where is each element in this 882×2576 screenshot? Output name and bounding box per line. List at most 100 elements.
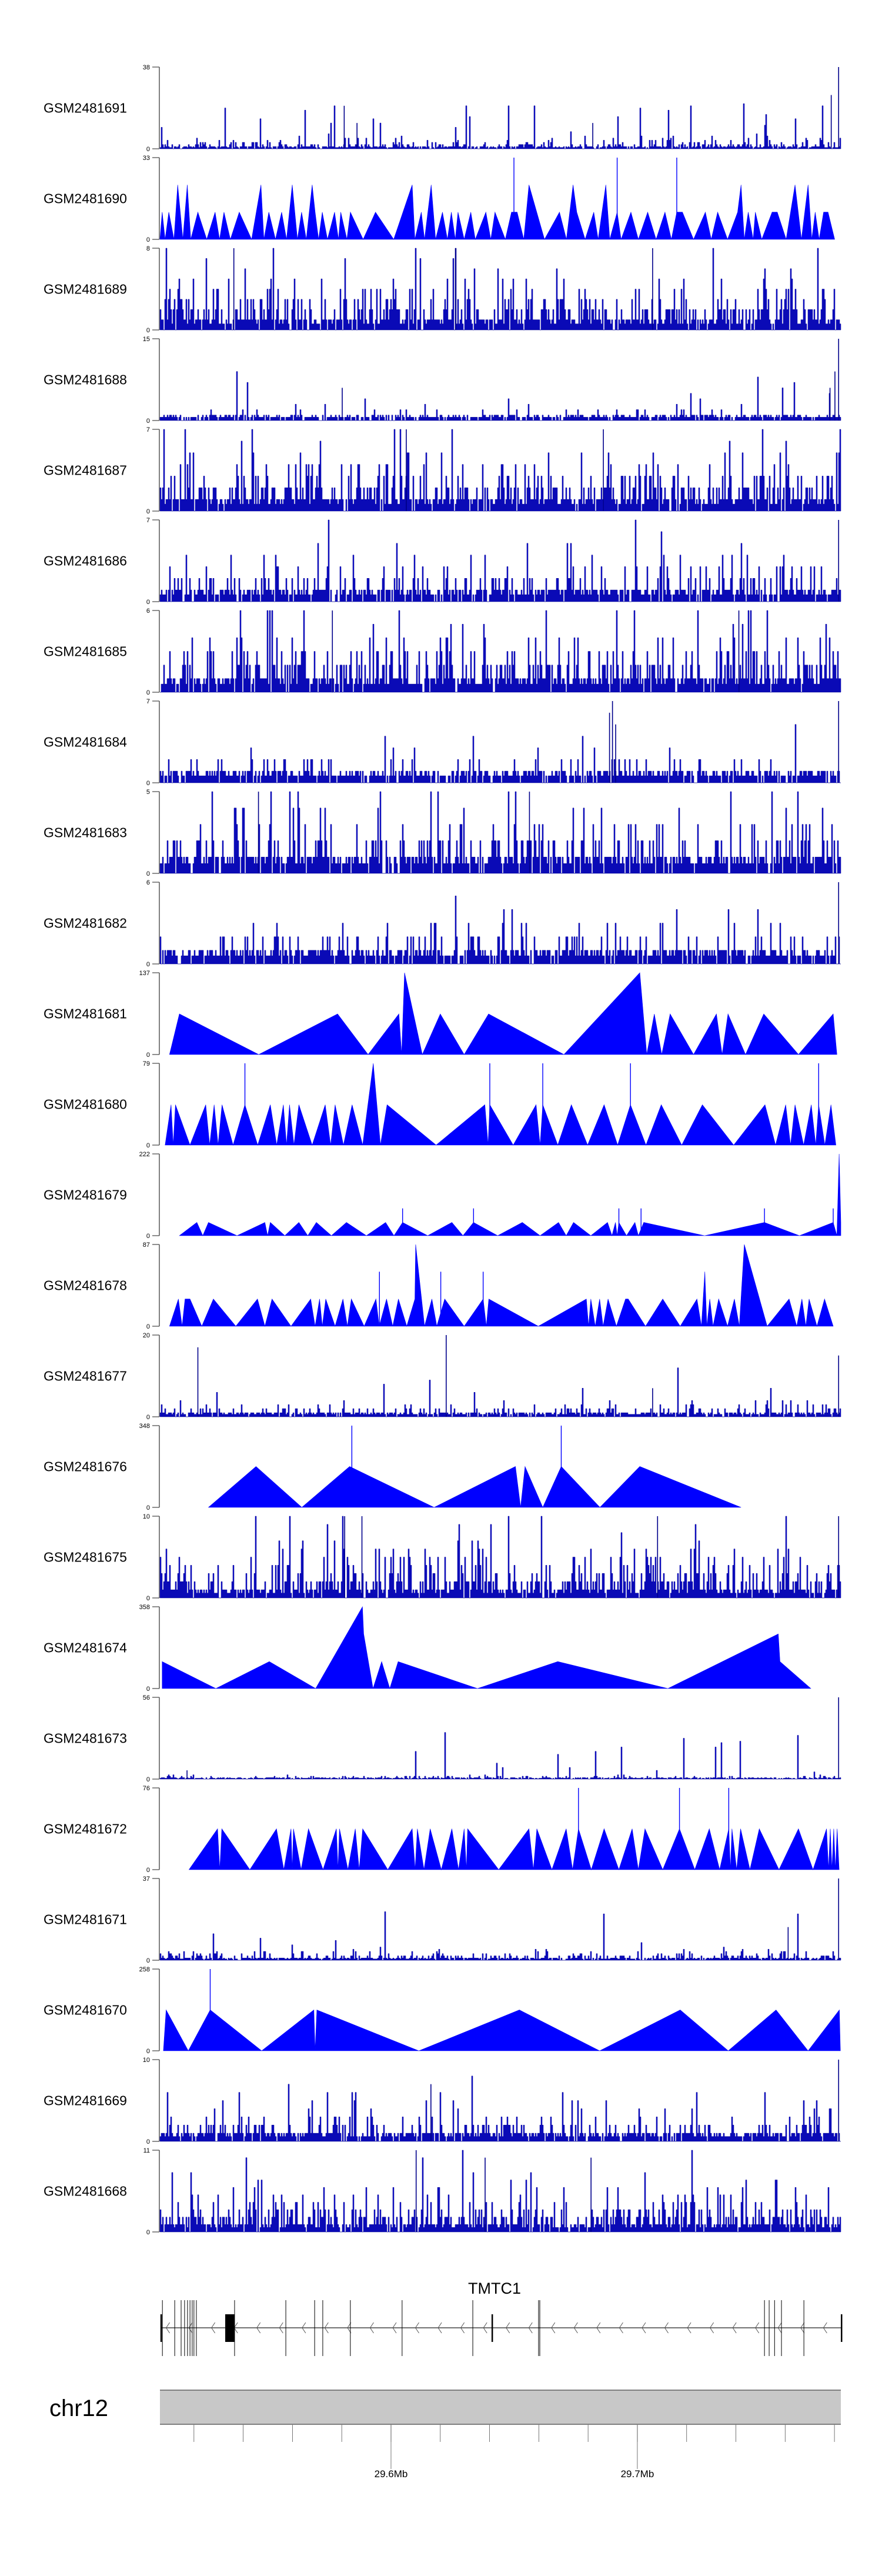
y-axis-max-label: 38	[143, 64, 150, 71]
signal-area	[159, 2076, 841, 2142]
strand-arrow-icon	[188, 2322, 193, 2334]
track-GSM2481687: GSM2481687 7 0	[44, 426, 841, 515]
y-axis-max-label: 7	[146, 517, 150, 524]
track-label: GSM2481670	[44, 2003, 127, 2018]
strand-arrow-icon	[369, 2322, 374, 2334]
y-axis-min-label: 0	[146, 236, 150, 243]
y-axis-min-label: 0	[146, 508, 150, 515]
gene-exon-block	[225, 2314, 235, 2342]
y-axis-max-label: 348	[139, 1423, 150, 1430]
strand-arrow-icon	[777, 2322, 782, 2334]
y-axis-min-label: 0	[146, 599, 150, 606]
y-axis-min-label: 0	[146, 146, 150, 153]
y-axis-min-label: 0	[146, 1052, 150, 1059]
y-axis-max-label: 358	[139, 1604, 150, 1611]
strand-arrow-icon	[279, 2322, 283, 2334]
track-GSM2481678: GSM2481678 87 0	[44, 1242, 834, 1330]
track-label: GSM2481688	[44, 372, 127, 388]
track-GSM2481685: GSM2481685 6 0	[44, 608, 841, 696]
signal-area	[159, 1516, 841, 1599]
signal-area	[159, 895, 841, 965]
strand-arrow-icon	[211, 2322, 216, 2334]
track-label: GSM2481686	[44, 553, 127, 569]
chromosome-band	[160, 2390, 841, 2424]
track-GSM2481673: GSM2481673 56 0	[44, 1694, 841, 1783]
track-GSM2481690: GSM2481690 33 0	[44, 155, 835, 243]
track-GSM2481670: GSM2481670 258 0	[44, 1966, 841, 2055]
strand-arrow-icon	[800, 2322, 805, 2334]
signal-area	[208, 1466, 741, 1508]
strand-arrow-icon	[755, 2322, 760, 2334]
y-axis-max-label: 15	[143, 336, 150, 343]
strand-arrow-icon	[687, 2322, 691, 2334]
strand-arrow-icon	[415, 2322, 419, 2334]
track-label: GSM2481691	[44, 101, 127, 116]
y-axis-min-label: 0	[146, 961, 150, 968]
track-label: GSM2481678	[44, 1278, 127, 1293]
y-axis-max-label: 10	[143, 2057, 150, 2064]
y-axis-max-label: 5	[146, 789, 150, 796]
track-GSM2481691: GSM2481691 38 0	[44, 64, 841, 153]
axis-tick-label: 29.6Mb	[375, 2468, 408, 2480]
chromosome-label: chr12	[49, 2395, 108, 2421]
strand-arrow-icon	[596, 2322, 601, 2334]
y-axis-min-label: 0	[146, 1957, 150, 1964]
y-axis-min-label: 0	[146, 689, 150, 696]
track-label: GSM2481668	[44, 2184, 127, 2199]
track-GSM2481676: GSM2481676 348 0	[44, 1423, 741, 1511]
track-label: GSM2481683	[44, 825, 127, 840]
track-GSM2481675: GSM2481675 10 0	[44, 1513, 841, 1602]
y-axis-min-label: 0	[146, 1323, 150, 1330]
signal-area	[159, 185, 835, 241]
strand-arrow-icon	[460, 2322, 465, 2334]
track-label: GSM2481690	[44, 191, 127, 206]
strand-arrow-icon	[302, 2322, 306, 2334]
strand-arrow-icon	[619, 2322, 623, 2334]
y-axis-min-label: 0	[146, 2229, 150, 2236]
y-axis-max-label: 258	[139, 1966, 150, 1973]
track-GSM2481689: GSM2481689 8 0	[44, 245, 841, 334]
track-GSM2481677: GSM2481677 20 0	[44, 1332, 841, 1421]
signal-area	[160, 610, 841, 693]
strand-arrow-icon	[506, 2322, 510, 2334]
track-label: GSM2481673	[44, 1731, 127, 1746]
signal-area	[159, 1911, 841, 1961]
track-label: GSM2481684	[44, 735, 127, 750]
y-axis-min-label: 0	[146, 2138, 150, 2145]
track-label: GSM2481674	[44, 1640, 127, 1656]
track-GSM2481669: GSM2481669 10 0	[44, 2057, 841, 2145]
track-GSM2481681: GSM2481681 137 0	[44, 970, 837, 1059]
y-axis-max-label: 222	[139, 1151, 150, 1158]
y-axis-max-label: 20	[143, 1332, 150, 1339]
signal-area	[159, 371, 841, 421]
strand-arrow-icon	[165, 2322, 170, 2334]
track-label: GSM2481682	[44, 916, 127, 931]
signal-area	[163, 2009, 841, 2051]
strand-arrow-icon	[573, 2322, 578, 2334]
signal-tracks: GSM2481691380GSM2481690330GSM248168980GS…	[44, 64, 841, 2236]
track-GSM2481683: GSM2481683 5 0	[44, 789, 841, 877]
y-axis-min-label: 0	[146, 1686, 150, 1693]
track-GSM2481684: GSM2481684 7 0	[44, 698, 841, 787]
y-axis-max-label: 37	[143, 1876, 150, 1883]
y-axis-max-label: 7	[146, 698, 150, 705]
strand-arrow-icon	[710, 2322, 714, 2334]
y-axis-min-label: 0	[146, 1867, 150, 1874]
strand-arrow-icon	[324, 2322, 329, 2334]
track-label: GSM2481672	[44, 1821, 127, 1837]
y-axis-min-label: 0	[146, 2048, 150, 2055]
track-GSM2481674: GSM2481674 358 0	[44, 1604, 811, 1693]
signal-area	[159, 1732, 841, 1780]
axis-tick-label: 29.7Mb	[621, 2468, 654, 2480]
strand-arrow-icon	[483, 2322, 487, 2334]
gene-track: TMTC1	[160, 2280, 843, 2356]
y-axis-max-label: 7	[146, 426, 150, 433]
track-GSM2481680: GSM2481680 79 0	[44, 1060, 836, 1149]
y-axis-min-label: 0	[146, 1595, 150, 1602]
y-axis-min-label: 0	[146, 327, 150, 334]
track-label: GSM2481685	[44, 644, 127, 659]
strand-arrow-icon	[392, 2322, 397, 2334]
y-axis-max-label: 6	[146, 879, 150, 886]
y-axis-max-label: 56	[143, 1694, 150, 1701]
